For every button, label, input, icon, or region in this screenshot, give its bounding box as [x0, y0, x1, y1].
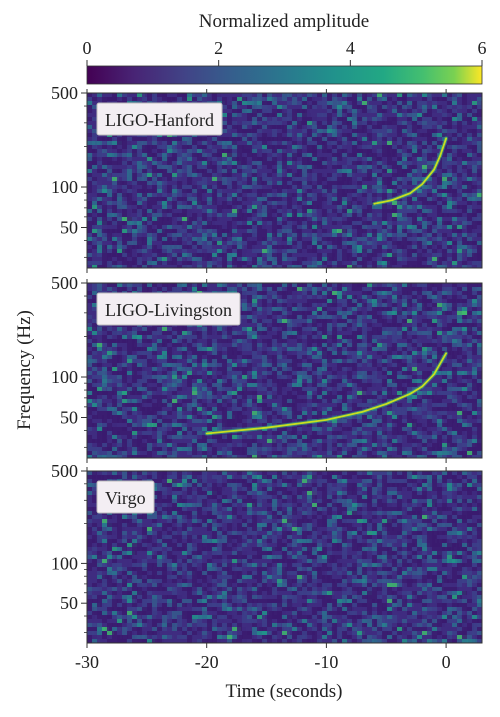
panel-frame: [86, 470, 483, 644]
detector-label: LIGO-Hanford: [105, 110, 214, 130]
detector-label-box: [96, 102, 223, 136]
detector-label: LIGO-Livingston: [105, 300, 232, 320]
detector-label: Virgo: [105, 488, 146, 508]
colorbar-tick-label: 6: [478, 38, 487, 58]
noise-texture: [87, 93, 482, 268]
x-tick-label: -20: [195, 652, 219, 672]
colorbar: Normalized amplitude 0 2 4 6: [83, 11, 487, 85]
colorbar-gradient: [86, 65, 483, 85]
colorbar-tick-label: 0: [83, 38, 92, 58]
panel-ligo-livingston: 50 100 500 LIGO-Livingston: [51, 273, 483, 463]
spectrogram-panels: 50 100 500 LIGO-Hanford 50 100 500 LIGO-Livings…: [51, 83, 483, 648]
y-tick-label: 50: [60, 218, 78, 238]
y-tick-label: 500: [51, 461, 78, 481]
y-axis-label: Frequency (Hz): [14, 310, 35, 430]
colorbar-label: Normalized amplitude: [199, 11, 369, 32]
x-tick-label: -30: [75, 652, 99, 672]
x-axis-label: Time (seconds): [226, 681, 343, 702]
x-axis: -30 -20 -10 0: [75, 652, 451, 672]
colorbar-ticks: 0 2 4 6: [83, 38, 487, 66]
panel-ligo-hanford: 50 100 500 LIGO-Hanford: [51, 83, 483, 273]
y-tick-label: 100: [51, 177, 78, 197]
y-tick-label: 100: [51, 553, 78, 573]
y-tick-label: 100: [51, 367, 78, 387]
y-tick-label: 500: [51, 83, 78, 103]
x-tick-label: -10: [314, 652, 338, 672]
colorbar-tick-label: 2: [214, 38, 223, 58]
x-tick-label: 0: [442, 652, 451, 672]
y-tick-label: 500: [51, 273, 78, 293]
panel-frame: [86, 282, 483, 459]
y-tick-label: 50: [60, 408, 78, 428]
y-tick-label: 50: [60, 593, 78, 613]
panel-virgo: 50 100 500 Virgo: [51, 461, 483, 648]
panel-frame: [86, 92, 483, 269]
detector-label-box: [96, 480, 155, 514]
colorbar-tick-label: 4: [346, 38, 355, 58]
detector-label-box: [96, 292, 241, 326]
chirp-track: [205, 352, 448, 435]
chirp-track: [373, 137, 448, 205]
